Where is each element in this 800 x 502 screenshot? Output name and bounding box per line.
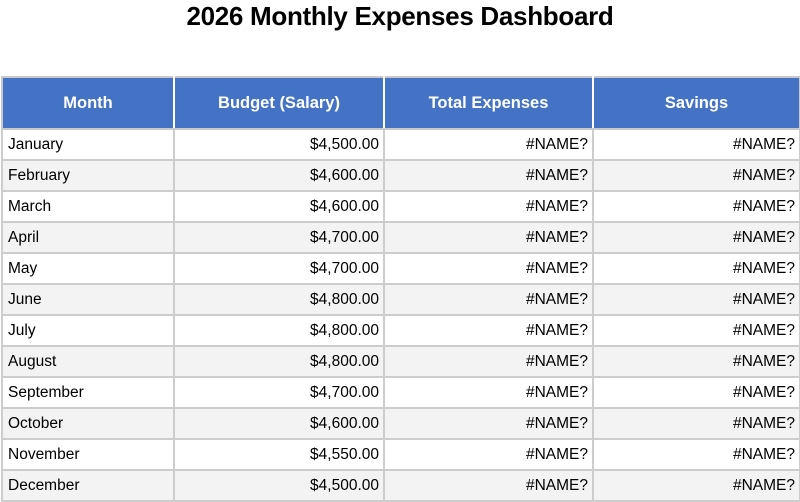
expenses-cell[interactable]: #NAME?: [383, 283, 594, 316]
expenses-table: Month Budget (Salary) Total Expenses Sav…: [1, 76, 800, 502]
budget-cell[interactable]: $4,800.00: [173, 283, 385, 316]
budget-cell[interactable]: $4,600.00: [173, 407, 385, 440]
month-cell[interactable]: March: [1, 190, 175, 223]
expenses-cell[interactable]: #NAME?: [383, 159, 594, 192]
column-header-budget[interactable]: Budget (Salary): [174, 77, 385, 130]
budget-cell[interactable]: $4,700.00: [173, 376, 385, 409]
table-row: July $4,800.00 #NAME? #NAME?: [1, 314, 800, 347]
savings-cell[interactable]: #NAME?: [592, 252, 800, 285]
month-cell[interactable]: October: [1, 407, 175, 440]
table-row: June $4,800.00 #NAME? #NAME?: [1, 283, 800, 316]
expenses-cell[interactable]: #NAME?: [383, 314, 594, 347]
column-header-expenses[interactable]: Total Expenses: [384, 77, 594, 130]
savings-cell[interactable]: #NAME?: [592, 407, 800, 440]
month-cell[interactable]: July: [1, 314, 175, 347]
table-row: January $4,500.00 #NAME? #NAME?: [1, 128, 800, 161]
table-row: October $4,600.00 #NAME? #NAME?: [1, 407, 800, 440]
expenses-cell[interactable]: #NAME?: [383, 190, 594, 223]
table-header: Month Budget (Salary) Total Expenses Sav…: [2, 77, 800, 130]
header-row: Month Budget (Salary) Total Expenses Sav…: [2, 77, 800, 130]
savings-cell[interactable]: #NAME?: [592, 190, 800, 223]
month-cell[interactable]: January: [1, 128, 175, 161]
column-header-savings[interactable]: Savings: [593, 77, 800, 130]
savings-cell[interactable]: #NAME?: [592, 314, 800, 347]
table-row: December $4,500.00 #NAME? #NAME?: [1, 469, 800, 502]
budget-cell[interactable]: $4,550.00: [173, 438, 385, 471]
budget-cell[interactable]: $4,700.00: [173, 221, 385, 254]
month-cell[interactable]: February: [1, 159, 175, 192]
expenses-cell[interactable]: #NAME?: [383, 376, 594, 409]
table-row: April $4,700.00 #NAME? #NAME?: [1, 221, 800, 254]
budget-cell[interactable]: $4,600.00: [173, 159, 385, 192]
table-row: February $4,600.00 #NAME? #NAME?: [1, 159, 800, 192]
budget-cell[interactable]: $4,800.00: [173, 345, 385, 378]
month-cell[interactable]: November: [1, 438, 175, 471]
budget-cell[interactable]: $4,500.00: [173, 128, 385, 161]
month-cell[interactable]: June: [1, 283, 175, 316]
table-row: September $4,700.00 #NAME? #NAME?: [1, 376, 800, 409]
month-cell[interactable]: September: [1, 376, 175, 409]
budget-cell[interactable]: $4,500.00: [173, 469, 385, 502]
savings-cell[interactable]: #NAME?: [592, 283, 800, 316]
expenses-cell[interactable]: #NAME?: [383, 221, 594, 254]
expenses-cell[interactable]: #NAME?: [383, 252, 594, 285]
savings-cell[interactable]: #NAME?: [592, 469, 800, 502]
budget-cell[interactable]: $4,700.00: [173, 252, 385, 285]
page-title: 2026 Monthly Expenses Dashboard: [186, 1, 614, 31]
savings-cell[interactable]: #NAME?: [592, 438, 800, 471]
table-row: May $4,700.00 #NAME? #NAME?: [1, 252, 800, 285]
savings-cell[interactable]: #NAME?: [592, 221, 800, 254]
month-cell[interactable]: April: [1, 221, 175, 254]
month-cell[interactable]: December: [1, 469, 175, 502]
expenses-cell[interactable]: #NAME?: [383, 407, 594, 440]
expenses-cell[interactable]: #NAME?: [383, 128, 594, 161]
table-row: March $4,600.00 #NAME? #NAME?: [1, 190, 800, 223]
budget-cell[interactable]: $4,600.00: [173, 190, 385, 223]
month-cell[interactable]: August: [1, 345, 175, 378]
column-header-month[interactable]: Month: [2, 77, 175, 130]
savings-cell[interactable]: #NAME?: [592, 128, 800, 161]
savings-cell[interactable]: #NAME?: [592, 345, 800, 378]
expenses-cell[interactable]: #NAME?: [383, 438, 594, 471]
month-cell[interactable]: May: [1, 252, 175, 285]
table-row: November $4,550.00 #NAME? #NAME?: [1, 438, 800, 471]
expenses-cell[interactable]: #NAME?: [383, 345, 594, 378]
savings-cell[interactable]: #NAME?: [592, 159, 800, 192]
budget-cell[interactable]: $4,800.00: [173, 314, 385, 347]
savings-cell[interactable]: #NAME?: [592, 376, 800, 409]
expenses-cell[interactable]: #NAME?: [383, 469, 594, 502]
table-row: August $4,800.00 #NAME? #NAME?: [1, 345, 800, 378]
table-body: January $4,500.00 #NAME? #NAME? February…: [1, 128, 800, 502]
